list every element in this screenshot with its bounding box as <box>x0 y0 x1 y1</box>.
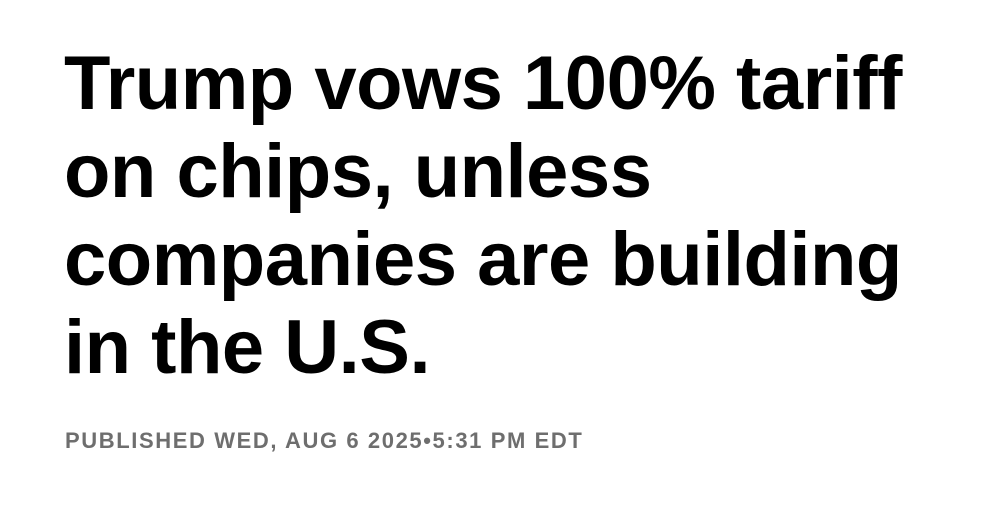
published-date: PUBLISHED WED, AUG 6 2025•5:31 PM EDT <box>65 428 584 453</box>
headline-line: Trump vows 100% tariff <box>64 41 902 126</box>
headline-line: on chips, unless <box>64 129 652 214</box>
headline: Trump vows 100% tariff on chips, unless co… <box>64 40 902 392</box>
headline-line: companies are building <box>64 217 902 302</box>
headline-line: in the U.S. <box>64 305 431 390</box>
